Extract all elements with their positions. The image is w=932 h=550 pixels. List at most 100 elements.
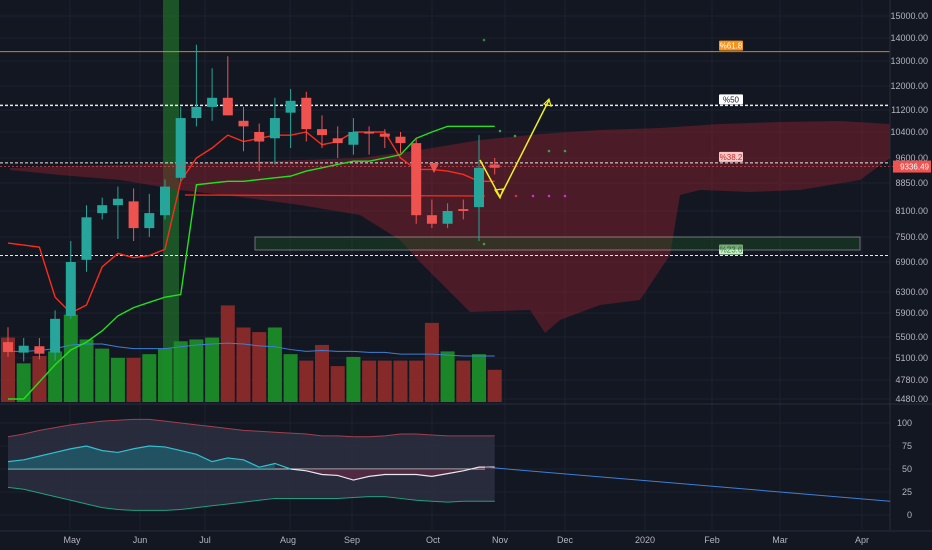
candle-body	[317, 129, 327, 136]
support-zone-box	[254, 236, 861, 251]
volume-bar	[158, 348, 172, 402]
date-tick-label: Nov	[492, 535, 509, 545]
price-tick-label: 9600.00	[895, 153, 928, 163]
signal-dot	[531, 194, 535, 198]
highlight-band	[163, 0, 179, 402]
price-tick-label: 14000.00	[890, 33, 928, 43]
price-tick-label: 5900.00	[895, 308, 928, 318]
signal-dot	[498, 129, 502, 133]
price-tick-label: 10400.00	[890, 127, 928, 137]
signal-dot	[482, 242, 486, 246]
rsi-trend-line	[484, 466, 891, 502]
volume-bar	[315, 344, 329, 402]
rsi-bull-fill	[8, 446, 275, 469]
volume-bar	[79, 339, 94, 402]
price-tick-label: 13000.00	[890, 56, 928, 66]
volume-bars	[1, 305, 502, 402]
volume-bar	[267, 327, 282, 402]
date-tick-label: Feb	[704, 535, 720, 545]
volume-bar	[252, 332, 267, 402]
price-tick-label: 11200.00	[891, 105, 928, 115]
candle-body	[144, 213, 155, 229]
kijun-line	[8, 125, 495, 400]
price-tick-label: 12000.00	[890, 81, 928, 91]
price-tick-label: 5100.00	[895, 353, 928, 363]
signal-dot	[563, 194, 567, 198]
candle-body	[50, 318, 61, 353]
red-flat-line	[184, 194, 486, 197]
signal-dot	[482, 38, 486, 42]
candle-body	[364, 132, 375, 134]
candle-body	[3, 342, 13, 353]
price-tick-label: 4480.00	[895, 394, 928, 404]
volume-bar	[409, 360, 424, 402]
volume-bar	[487, 369, 502, 402]
rsi-line	[290, 466, 495, 481]
signal-dot	[513, 134, 517, 138]
candle-body	[238, 120, 249, 127]
volume-ma-line	[8, 342, 495, 357]
rsi-tick-label: 100	[897, 418, 912, 428]
fib-label-box	[719, 40, 743, 51]
fib-label-text: %61.8	[720, 42, 743, 51]
candle-body	[395, 136, 406, 144]
price-tick-label: 5500.00	[895, 332, 928, 342]
price-tick-label: 8850.00	[895, 178, 928, 188]
candle-body	[222, 97, 233, 116]
volume-bar	[110, 357, 125, 402]
date-tick-label: Dec	[557, 535, 574, 545]
volume-bar	[472, 354, 486, 402]
candle-body	[128, 201, 139, 229]
arrowhead-up	[542, 97, 552, 107]
grid-lines	[0, 0, 890, 530]
candles	[3, 44, 500, 362]
date-tick-label: Sep	[344, 535, 360, 545]
date-tick-label: Oct	[426, 535, 441, 545]
candle-body	[474, 167, 484, 208]
volume-bar	[1, 337, 15, 402]
volume-bar	[377, 360, 392, 402]
fib-label-box	[719, 94, 743, 105]
price-tick-label: 7500.00	[895, 232, 928, 242]
volume-bar	[205, 337, 220, 402]
signal-dot	[563, 149, 567, 153]
date-tick-label: May	[63, 535, 81, 545]
date-tick-label: Jul	[199, 535, 211, 545]
date-tick-label: Apr	[855, 535, 869, 545]
fib-label-text: %38.2	[720, 153, 743, 162]
volume-bar	[299, 360, 314, 402]
candle-body	[442, 211, 453, 224]
volume-bar	[95, 348, 110, 402]
candle-body	[18, 345, 29, 353]
rsi-tick-label: 0	[907, 510, 912, 520]
fib-label-text: %23.6	[720, 246, 743, 255]
candle-body	[285, 100, 296, 113]
rsi-tick-label: 75	[902, 441, 912, 451]
rsi-line	[7, 445, 291, 470]
volume-bar	[283, 354, 298, 402]
volume-bar	[393, 360, 408, 402]
fib-label-box	[719, 151, 743, 162]
price-tick-label: 4780.00	[895, 375, 928, 385]
volume-bar	[220, 305, 235, 402]
candle-body	[34, 346, 45, 354]
date-tick-label: Jun	[133, 535, 148, 545]
candle-body	[81, 217, 92, 260]
price-tick-label: 15000.00	[890, 11, 928, 21]
signal-dot	[547, 194, 551, 198]
price-tick-label: 6900.00	[895, 257, 928, 267]
candle-body	[269, 118, 280, 139]
date-tick-label: Aug	[280, 535, 296, 545]
candle-body	[426, 215, 437, 224]
fib-label-text: %50	[723, 95, 740, 104]
volume-bar	[236, 327, 251, 402]
candle-body	[348, 132, 359, 145]
date-tick-label: 2020	[635, 535, 655, 545]
volume-bar	[440, 351, 455, 402]
candle-body	[175, 118, 186, 178]
candle-body	[112, 198, 123, 206]
volume-bar	[48, 351, 63, 402]
signal-dot	[514, 194, 518, 198]
